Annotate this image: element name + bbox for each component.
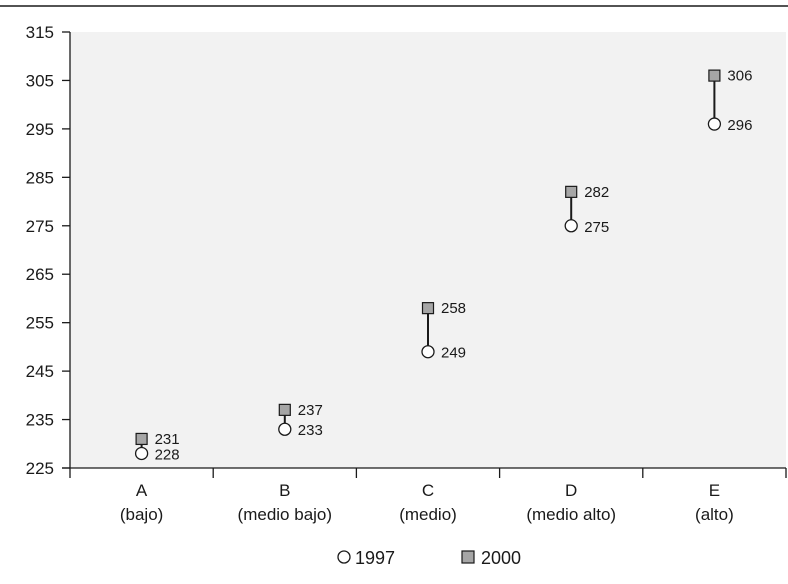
- y-tick-label: 255: [26, 314, 54, 333]
- data-label-1997: 233: [298, 422, 323, 439]
- marker-2000: [708, 69, 721, 82]
- y-tick-label: 235: [26, 411, 54, 430]
- data-label-1997: 275: [584, 219, 609, 236]
- marker-1997: [134, 446, 149, 461]
- data-label-2000: 258: [441, 300, 466, 317]
- plot-area: [70, 32, 786, 468]
- data-label-2000: 306: [727, 68, 752, 85]
- legend-label-2000: 2000: [481, 548, 521, 568]
- x-category-letter: E: [709, 481, 720, 500]
- x-category-desc: (medio): [399, 505, 457, 524]
- x-category-letter: A: [136, 481, 148, 500]
- marker-1997: [278, 422, 292, 436]
- y-tick-label: 295: [26, 120, 54, 139]
- y-tick-label: 305: [26, 71, 54, 90]
- y-tick-label: 265: [26, 265, 54, 284]
- x-category-letter: C: [422, 481, 434, 500]
- y-tick-label: 285: [26, 168, 54, 187]
- marker-2000: [135, 432, 148, 446]
- y-tick-label: 315: [26, 23, 54, 42]
- x-category-desc: (medio alto): [526, 505, 616, 524]
- y-tick-label: 225: [26, 459, 54, 478]
- data-label-2000: 237: [298, 402, 323, 419]
- data-label-2000: 231: [155, 431, 180, 448]
- data-label-1997: 249: [441, 345, 466, 362]
- marker-1997: [707, 117, 722, 131]
- data-label-1997: 228: [155, 446, 180, 463]
- y-tick-label: 275: [26, 217, 54, 236]
- marker-2000: [565, 185, 578, 198]
- x-category-desc: (alto): [695, 505, 734, 524]
- x-category-desc: (bajo): [120, 505, 163, 524]
- legend: 1997 2000: [337, 548, 521, 568]
- marker-2000: [278, 403, 291, 416]
- y-tick-label: 245: [26, 362, 54, 381]
- x-category-desc: (medio bajo): [238, 505, 333, 524]
- marker-1997: [421, 345, 435, 359]
- legend-marker-2000: [461, 550, 475, 564]
- marker-1997: [564, 219, 578, 233]
- data-label-1997: 296: [727, 117, 752, 134]
- y-axis: 225 235 245 255 265 275 285 295 305 315: [26, 23, 71, 478]
- x-category-letter: B: [279, 481, 290, 500]
- marker-2000: [421, 302, 435, 315]
- data-label-2000: 282: [584, 184, 609, 201]
- legend-label-1997: 1997: [355, 548, 395, 568]
- legend-marker-1997: [337, 550, 351, 564]
- x-category-letter: D: [565, 481, 577, 500]
- x-axis: A (bajo) B (medio bajo) C (medio) D (medio alto…: [62, 467, 787, 524]
